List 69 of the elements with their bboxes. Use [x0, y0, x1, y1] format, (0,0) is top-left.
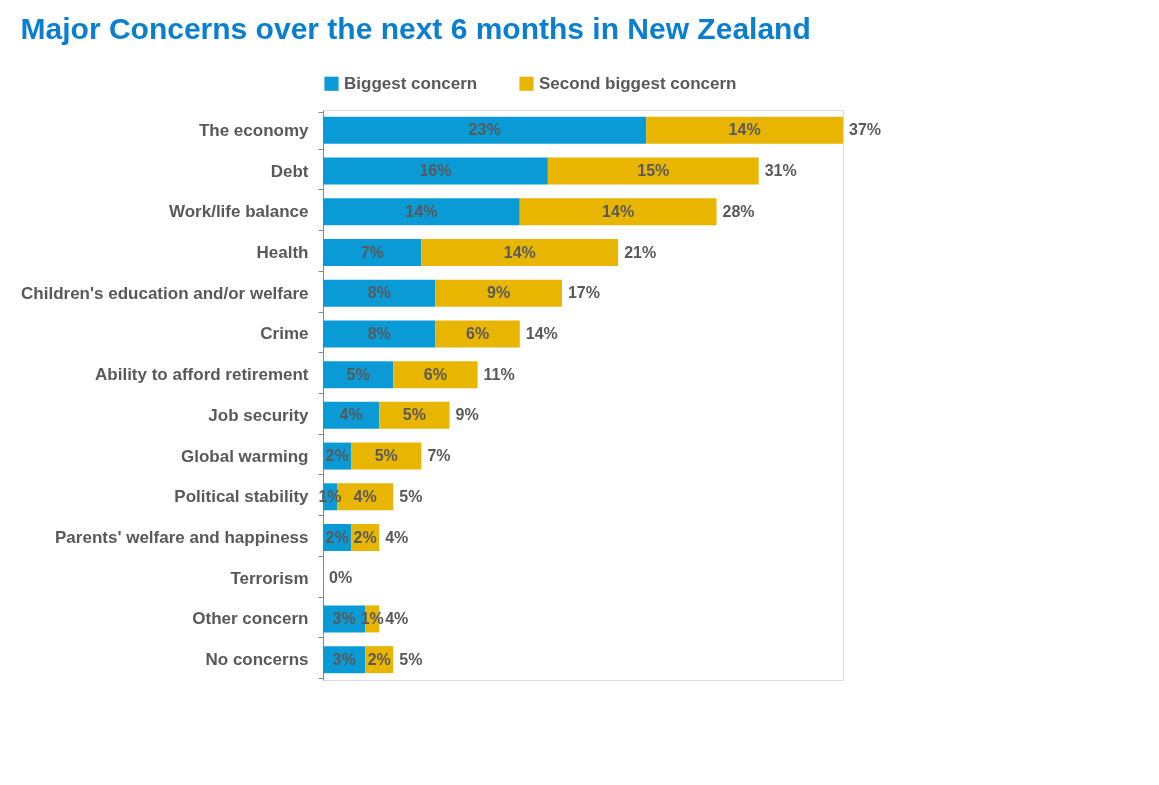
data-label: 23%: [468, 121, 501, 139]
bar: [421, 239, 619, 266]
bar: [323, 239, 422, 266]
total-label: 17%: [567, 284, 600, 302]
total-label: 21%: [624, 243, 657, 261]
y-tick-label: Global warming: [180, 446, 309, 466]
total-label: 31%: [764, 162, 797, 180]
total-label: 4%: [385, 528, 409, 546]
bar: [323, 279, 436, 307]
y-tick-label: Job security: [208, 405, 310, 425]
total-label: 14%: [525, 324, 558, 342]
y-tick-label: Work/life balance: [168, 202, 309, 222]
y-tick-label: No concerns: [205, 650, 309, 670]
total-label: 28%: [722, 202, 755, 220]
y-tick-label: Parents' welfare and happiness: [55, 528, 309, 547]
chart-title: Major Concerns over the next 6 months in New Zealand: [20, 12, 811, 45]
data-label: 5%: [374, 447, 398, 465]
bar: [519, 198, 717, 226]
data-label: 5%: [402, 406, 426, 424]
y-tick-label: Other concern: [192, 609, 309, 629]
total-label: 4%: [385, 609, 409, 627]
bar: [323, 320, 436, 348]
data-label: 2%: [325, 447, 349, 465]
total-label: 5%: [399, 487, 423, 505]
data-label: 6%: [423, 365, 447, 383]
bar: [435, 320, 520, 348]
data-label: 3%: [332, 650, 356, 668]
y-tick-label: Terrorism: [230, 568, 309, 588]
data-label: 9%: [487, 284, 511, 302]
y-tick-label: Political stability: [174, 487, 310, 507]
bar: [393, 361, 478, 389]
y-tick-label: The economy: [198, 120, 310, 140]
y-tick-label: Ability to afford retirement: [95, 365, 309, 385]
total-label: 5%: [399, 650, 423, 668]
data-label: 14%: [405, 202, 438, 220]
legend-label: Second biggest concern: [539, 73, 737, 93]
bar: [323, 198, 520, 226]
bar: [323, 157, 548, 185]
data-label: 4%: [339, 406, 363, 424]
data-label: 2%: [325, 528, 349, 546]
total-label: 9%: [455, 406, 479, 424]
total-label: 11%: [483, 365, 515, 383]
data-label: 2%: [367, 650, 391, 668]
data-label: 7%: [360, 243, 384, 261]
data-label: 8%: [367, 324, 391, 342]
data-label: 6%: [466, 324, 490, 342]
total-label: 37%: [849, 121, 882, 139]
y-tick-label: Children's education and/or welfare: [21, 283, 309, 303]
bar: [379, 401, 450, 429]
data-label: 14%: [728, 121, 761, 139]
bar: [435, 279, 562, 307]
y-tick-label: Crime: [260, 324, 309, 344]
y-tick-label: Debt: [270, 161, 309, 181]
data-label: 2%: [353, 528, 377, 546]
data-label: 8%: [367, 284, 391, 302]
data-label: 16%: [419, 162, 452, 180]
data-label: 4%: [353, 487, 377, 505]
total-label: 7%: [427, 447, 451, 465]
data-label: 3%: [332, 609, 356, 627]
bar: [323, 116, 647, 144]
legend-label: Biggest concern: [344, 73, 478, 93]
data-label: 14%: [503, 243, 536, 261]
data-label: 5%: [346, 365, 370, 383]
bar: [646, 116, 843, 144]
y-tick-label: Health: [256, 243, 309, 262]
data-label: 14%: [602, 202, 635, 220]
total-label: 0%: [329, 569, 353, 587]
data-label: 15%: [637, 162, 670, 180]
bar: [547, 157, 759, 185]
